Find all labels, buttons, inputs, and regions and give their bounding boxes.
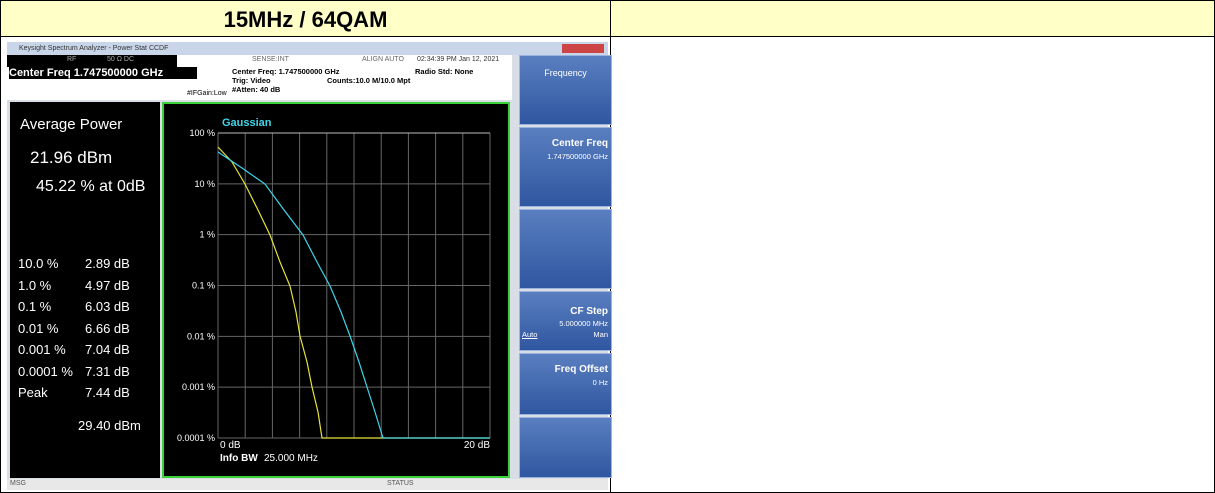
grid: [217, 132, 491, 439]
window-title: Keysight Spectrum Analyzer - Power Stat …: [7, 42, 608, 55]
y-tick-label: 0.1 %: [192, 281, 215, 291]
measured-trace: [217, 146, 490, 439]
peak-dbm: 29.40 dBm: [78, 418, 141, 433]
ifgain: #IFGain:Low: [187, 90, 227, 97]
setting: Counts:10.0 M/10.0 Mpt: [327, 76, 411, 85]
stat-level: 1.0 %: [18, 277, 52, 293]
x-end-label: 20 dB: [464, 440, 490, 451]
softkey[interactable]: [519, 417, 612, 478]
graph-frame: [162, 102, 510, 478]
stat-value: 4.97 dB: [85, 277, 130, 293]
ccdf-graph: Gaussian 0 dB 20 dB Info BW 25.000 MHz 1…: [162, 102, 510, 478]
setting: Center Freq: 1.747500000 GHz: [232, 67, 340, 76]
avg-power-label: Average Power: [20, 116, 123, 133]
y-tick-label: 10 %: [194, 179, 215, 189]
y-tick-label: 0.001 %: [182, 382, 215, 392]
stat-value: 6.03 dB: [85, 299, 130, 314]
softkey-value: 5.000000 MHz: [559, 319, 608, 328]
stat-level: Peak: [18, 385, 48, 400]
content-right-cell: [610, 36, 1215, 493]
stats-panel: Average Power 21.96 dBm 45.22 % at 0dB 2…: [10, 102, 160, 478]
softkey[interactable]: Center Freq 1.747500000 GHz: [519, 127, 612, 207]
y-tick-label: 100 %: [189, 128, 215, 138]
status: STATUS: [387, 480, 414, 487]
softkey-option: Auto: [522, 330, 538, 339]
menu-title: Frequency: [544, 68, 587, 78]
softkey[interactable]: [519, 209, 612, 289]
stat-level: 10.0 %: [18, 256, 59, 271]
stat-level: 0.01 %: [18, 320, 59, 336]
softkey[interactable]: Freq Offset 0 Hz: [519, 353, 612, 415]
y-tick-label: 0.01 %: [187, 331, 215, 341]
banner-top: [7, 55, 177, 67]
stat-value: 7.44 dB: [85, 385, 130, 400]
y-tick-label: 0.0001 %: [177, 433, 215, 443]
setting: Trig: Video: [232, 76, 271, 85]
softkey-label: Center Freq: [551, 138, 608, 149]
info-bw-value: 25.000 MHz: [264, 453, 318, 464]
softkey-option: Man: [593, 330, 608, 339]
stat-value: 2.89 dB: [85, 256, 130, 271]
info-bw-label: Info BW: [220, 453, 258, 464]
stat-level: 0.1 %: [18, 299, 52, 314]
status-coupling: 50 Ω DC: [107, 56, 135, 63]
setting: Radio Std: None: [415, 67, 474, 76]
gaussian-trace: [217, 151, 490, 439]
softkey-value: 0 Hz: [592, 378, 608, 387]
center-freq-banner: Center Freq 1.747500000 GHz: [9, 67, 197, 79]
status-align: ALIGN AUTO: [362, 56, 404, 63]
stat-value: 7.31 dB: [85, 363, 130, 379]
softkey-title: Frequency: [519, 55, 612, 125]
status-time: 02:34:39 PM Jan 12, 2021: [417, 56, 500, 63]
setting: #Atten: 40 dB: [232, 85, 281, 94]
avg-power-dbm: 21.96 dBm: [30, 148, 113, 167]
status-sense: SENSE:INT: [252, 56, 289, 63]
softkey-label: Freq Offset: [554, 364, 608, 375]
status-bar: MSG STATUS: [7, 479, 608, 490]
header-title: 15MHz / 64QAM: [223, 7, 388, 32]
x-start-label: 0 dB: [220, 440, 241, 451]
window-controls: [562, 44, 604, 53]
softkey-value: 1.747500000 GHz: [547, 152, 608, 161]
msg: MSG: [10, 480, 26, 487]
stat-level: 0.001 %: [18, 342, 66, 357]
softkey-label: CF Step: [570, 306, 608, 317]
status-rf: RF: [67, 56, 77, 63]
y-tick-label: 1 %: [199, 230, 215, 240]
header-right-cell: [610, 0, 1215, 37]
header-left-cell: 15MHz / 64QAM: [0, 0, 611, 37]
avg-power-percent: 45.22 % at 0dB: [36, 178, 146, 195]
stat-value: 6.66 dB: [85, 320, 130, 336]
stat-level: 0.0001 %: [18, 363, 73, 379]
analyzer-screenshot: Keysight Spectrum Analyzer - Power Stat …: [7, 42, 612, 490]
trace-label: Gaussian: [222, 117, 272, 129]
softkey[interactable]: CF Step 5.000000 MHz Auto Man: [519, 291, 612, 351]
stat-value: 7.04 dB: [85, 342, 130, 357]
